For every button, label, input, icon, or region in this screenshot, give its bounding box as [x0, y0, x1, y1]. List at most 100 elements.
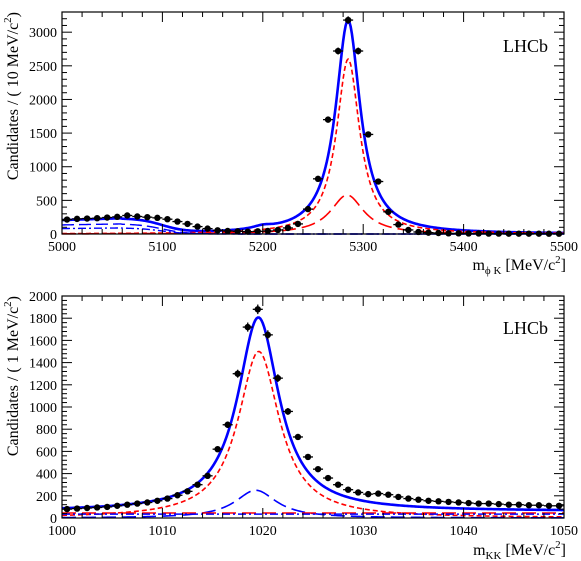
axis-ticks — [61, 11, 565, 235]
y-tick-label: 1000 — [29, 161, 57, 176]
data-points — [62, 16, 564, 237]
y-tick-label: 2500 — [29, 60, 57, 75]
data-point — [252, 304, 263, 315]
data-point — [343, 486, 354, 493]
data-point — [262, 330, 273, 340]
x-tick-label: 1030 — [349, 524, 377, 539]
data-point — [533, 502, 544, 509]
data-point — [503, 501, 514, 508]
data-point — [292, 220, 303, 228]
data-point — [262, 227, 273, 235]
x-tick-label: 5500 — [550, 240, 578, 255]
data-point — [393, 221, 404, 228]
data-point — [72, 215, 83, 223]
data-point — [483, 500, 494, 507]
y-axis-title: Candidates / ( 1 MeV/c2) — [2, 296, 22, 456]
y-tick-label: 0 — [50, 512, 57, 527]
y-tick-label: 800 — [36, 423, 57, 438]
y-tick-label: 600 — [36, 445, 57, 460]
data-point — [433, 498, 444, 505]
x-tick-label: 1000 — [48, 524, 76, 539]
x-tick-label: 1050 — [550, 524, 578, 539]
data-point — [222, 227, 233, 235]
data-point — [202, 225, 213, 232]
x-tick-label: 1010 — [148, 524, 176, 539]
data-point — [282, 407, 293, 415]
data-point — [152, 497, 163, 504]
x-tick-label: 1040 — [450, 524, 478, 539]
y-tick-label: 1000 — [29, 401, 57, 416]
fit-curve-total — [61, 18, 565, 235]
x-tick-label: 5400 — [450, 240, 478, 255]
data-point — [122, 212, 133, 219]
data-point — [222, 421, 233, 428]
data-point — [543, 502, 554, 509]
data-point — [313, 175, 324, 183]
data-point — [112, 213, 123, 221]
x-tick-label: 5000 — [48, 240, 76, 255]
y-tick-label: 1800 — [29, 312, 57, 327]
data-point — [112, 502, 123, 509]
data-point — [403, 226, 414, 234]
data-point — [553, 502, 564, 509]
data-point — [423, 497, 434, 504]
y-tick-labels: 0 200 400 600 800 1000 1200 1400 1600 1800 2000 — [29, 290, 57, 527]
data-point — [172, 218, 183, 225]
x-tick-label: 5200 — [249, 240, 277, 255]
data-point — [383, 491, 394, 498]
y-tick-label: 1400 — [29, 357, 57, 372]
data-point — [453, 499, 464, 506]
data-point — [122, 501, 133, 508]
y-tick-label: 3000 — [29, 26, 57, 41]
data-point — [292, 433, 303, 441]
y-tick-label: 0 — [50, 228, 57, 243]
x-tick-label: 1020 — [249, 524, 277, 539]
data-point — [353, 47, 364, 55]
data-point — [182, 220, 193, 228]
x-axis-title: mϕ K [MeV/c2] — [472, 254, 566, 277]
y-tick-label: 200 — [36, 490, 57, 505]
data-point — [72, 505, 83, 512]
top-panel: 5000 5100 5200 5300 5400 5500 0 500 1000 1500 200… — [2, 11, 578, 277]
data-point — [333, 47, 344, 55]
fit-curves — [61, 316, 565, 519]
data-point — [62, 216, 73, 223]
data-point — [323, 116, 334, 123]
data-point — [142, 499, 153, 506]
plot-area — [61, 16, 565, 237]
data-point — [413, 496, 424, 503]
data-point — [373, 178, 384, 185]
x-tick-labels: 5000 5100 5200 5300 5400 5500 — [48, 240, 578, 255]
y-tick-label: 500 — [36, 194, 57, 209]
plot-frame — [61, 295, 565, 519]
data-point — [302, 453, 313, 461]
data-point — [202, 472, 213, 480]
data-point — [232, 369, 243, 378]
data-point — [403, 495, 414, 502]
data-point — [82, 215, 93, 222]
experiment-label: LHCb — [503, 318, 548, 338]
data-point — [192, 481, 203, 488]
x-tick-label: 5300 — [349, 240, 377, 255]
data-point — [513, 501, 524, 508]
data-point — [212, 445, 223, 453]
x-tick-labels: 1000 1010 1020 1030 1040 1050 — [48, 524, 578, 539]
data-point — [162, 495, 173, 502]
data-point — [423, 229, 434, 236]
fit-curve-signal-narrow — [61, 350, 565, 518]
y-tick-label: 400 — [36, 468, 57, 483]
data-point — [272, 374, 283, 383]
data-point — [162, 216, 173, 223]
data-point — [242, 228, 253, 235]
y-tick-label: 1200 — [29, 379, 57, 394]
y-tick-label: 1600 — [29, 334, 57, 349]
bottom-panel: 1000 1010 1020 1030 1040 1050 0 200 400 600 800 10… — [2, 290, 578, 561]
data-point — [343, 16, 354, 24]
data-point — [383, 208, 394, 215]
y-tick-labels: 0 500 1000 1500 2000 2500 3000 — [29, 26, 57, 243]
data-point — [313, 465, 324, 473]
data-point — [92, 504, 103, 511]
data-point — [212, 227, 223, 234]
data-point — [102, 214, 113, 221]
data-point — [182, 488, 193, 495]
